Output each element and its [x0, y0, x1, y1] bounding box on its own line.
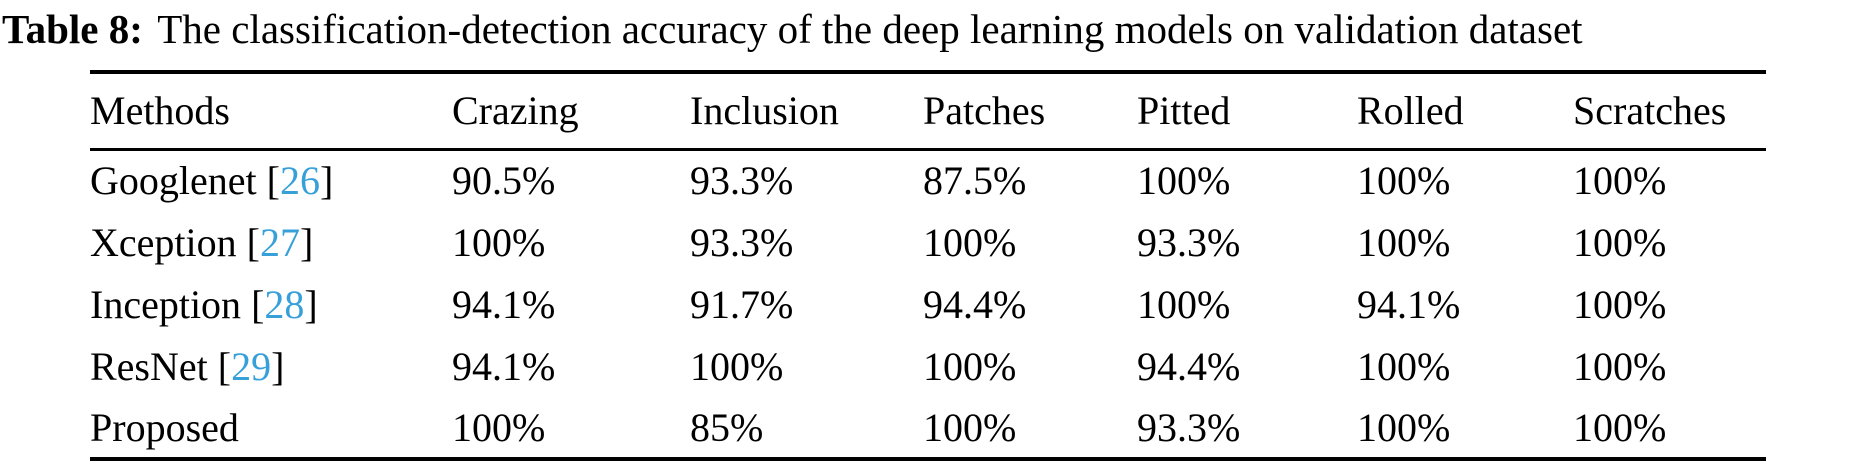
- value-cell: 94.1%: [452, 343, 556, 389]
- value-cell: 100%: [452, 219, 546, 265]
- method-cell: Inception [28]: [90, 273, 452, 335]
- value-cell: 93.3%: [690, 158, 794, 204]
- citation-link[interactable]: 28: [264, 281, 305, 327]
- method-cell: Xception [27]: [90, 211, 452, 273]
- value-cell: 94.4%: [1137, 343, 1241, 389]
- column-header-pitted: Pitted: [1137, 72, 1357, 151]
- value-cell: 87.5%: [923, 158, 1027, 204]
- value-cell: 100%: [923, 343, 1017, 389]
- column-header-inclusion: Inclusion: [690, 72, 923, 151]
- table-row: Xception [27] 100% 93.3% 100% 93.3% 100%…: [90, 211, 1766, 273]
- value-cell: 93.3%: [1137, 404, 1241, 450]
- value-cell: 90.5%: [452, 158, 556, 204]
- table-caption-tag: Table 8:: [2, 6, 143, 52]
- value-cell: 100%: [1357, 404, 1451, 450]
- citation-bracket-open: [: [236, 219, 260, 265]
- value-cell: 94.4%: [923, 281, 1027, 327]
- value-cell: 100%: [452, 404, 546, 450]
- value-cell: 100%: [1573, 404, 1667, 450]
- method-label: ResNet: [90, 343, 208, 389]
- method-label: Xception: [90, 219, 237, 265]
- citation-bracket-open: [: [207, 343, 232, 389]
- citation-link[interactable]: 26: [279, 158, 320, 204]
- value-cell: 100%: [690, 343, 784, 389]
- value-cell: 100%: [923, 404, 1017, 450]
- table-caption-text: The classification-detection accuracy of…: [157, 6, 1583, 52]
- table-row: Inception [28] 94.1% 91.7% 94.4% 100% 94…: [90, 273, 1766, 335]
- table-caption: Table 8: The classification-detection acc…: [2, 1, 1583, 57]
- table-row: Proposed 100% 85% 100% 93.3% 100% 100%: [90, 397, 1766, 459]
- citation-bracket-open: [: [241, 281, 265, 327]
- value-cell: 100%: [923, 219, 1017, 265]
- table-row: Googlenet [26] 90.5% 93.3% 87.5% 100% 10…: [90, 149, 1766, 211]
- method-label: Inception: [90, 281, 242, 327]
- citation-bracket-close: ]: [299, 219, 314, 265]
- column-header-scratches: Scratches: [1573, 72, 1766, 151]
- results-table: Methods Crazing Inclusion Patches Pitted…: [90, 70, 1766, 461]
- citation-link[interactable]: 29: [231, 343, 272, 389]
- value-cell: 94.1%: [452, 281, 556, 327]
- value-cell: 100%: [1573, 219, 1667, 265]
- value-cell: 85%: [690, 404, 764, 450]
- column-header-crazing: Crazing: [452, 72, 690, 151]
- value-cell: 93.3%: [690, 219, 794, 265]
- value-cell: 100%: [1357, 158, 1451, 204]
- citation-bracket-close: ]: [271, 343, 285, 389]
- method-cell: Proposed: [90, 397, 452, 459]
- value-cell: 100%: [1137, 281, 1231, 327]
- header-row: Methods Crazing Inclusion Patches Pitted…: [90, 72, 1766, 151]
- method-label: Googlenet: [90, 158, 257, 204]
- value-cell: 100%: [1573, 281, 1667, 327]
- method-cell: Googlenet [26]: [90, 149, 452, 211]
- value-cell: 100%: [1137, 158, 1231, 204]
- value-cell: 100%: [1573, 343, 1667, 389]
- citation-bracket-open: [: [256, 158, 280, 204]
- citation-bracket-close: ]: [304, 281, 318, 327]
- column-header-methods: Methods: [90, 72, 452, 151]
- method-cell: ResNet [29]: [90, 335, 452, 397]
- column-header-rolled: Rolled: [1357, 72, 1573, 151]
- value-cell: 100%: [1357, 343, 1451, 389]
- method-label: Proposed: [90, 404, 239, 450]
- value-cell: 93.3%: [1137, 219, 1241, 265]
- column-header-patches: Patches: [923, 72, 1137, 151]
- citation-bracket-close: ]: [319, 158, 334, 204]
- value-cell: 100%: [1357, 219, 1451, 265]
- citation-link[interactable]: 27: [259, 219, 300, 265]
- value-cell: 91.7%: [690, 281, 794, 327]
- value-cell: 94.1%: [1357, 281, 1461, 327]
- table-row: ResNet [29] 94.1% 100% 100% 94.4% 100% 1…: [90, 335, 1766, 397]
- value-cell: 100%: [1573, 158, 1667, 204]
